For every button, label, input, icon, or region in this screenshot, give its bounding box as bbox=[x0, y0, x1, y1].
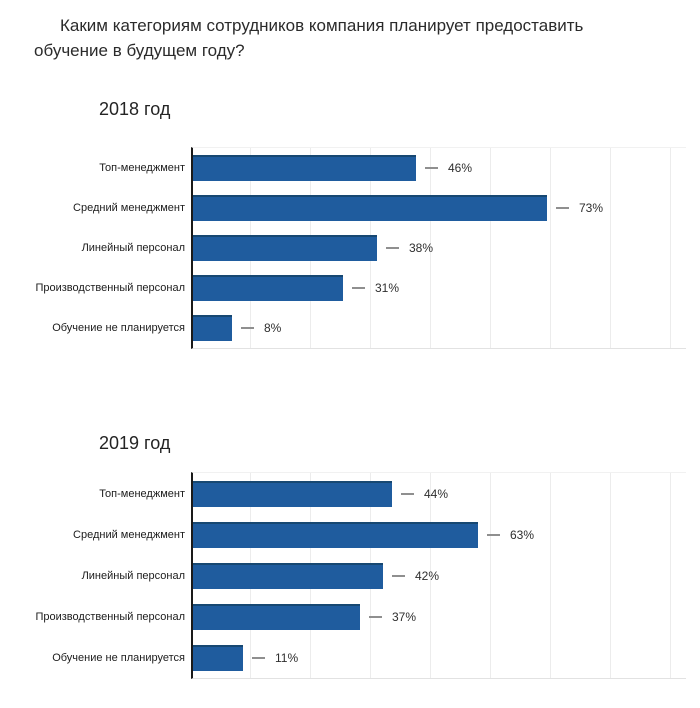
page-title: Каким категориям сотрудников компания пл… bbox=[34, 16, 584, 60]
x-gridline bbox=[550, 473, 551, 678]
value-dash bbox=[386, 247, 399, 249]
bar-row: Обучение не планируется 8% bbox=[52, 308, 686, 348]
value-label: 42% bbox=[415, 568, 440, 583]
bar-row: Производственный персонал 31% bbox=[35, 268, 686, 308]
bar bbox=[193, 521, 478, 548]
bar bbox=[193, 195, 547, 221]
bar-row: Линейный персонал 42% bbox=[82, 555, 686, 596]
bar bbox=[193, 480, 392, 507]
value-label: 37% bbox=[392, 609, 417, 624]
bar-row: Средний менеджмент 63% bbox=[73, 514, 686, 555]
bar-row: Средний менеджмент 73% bbox=[73, 188, 686, 228]
bar-row: Топ-менеджмент 46% bbox=[99, 148, 686, 188]
bar bbox=[193, 315, 232, 341]
category-label: Линейный персонал bbox=[81, 569, 185, 582]
category-label: Обучение не планируется bbox=[52, 322, 185, 334]
bar bbox=[193, 562, 383, 589]
category-label: Производственный персонал bbox=[35, 282, 185, 294]
value-label: 63% bbox=[510, 527, 535, 542]
value-dash bbox=[241, 327, 254, 329]
x-gridline bbox=[610, 148, 611, 348]
value-dash bbox=[252, 656, 265, 659]
value-dash bbox=[392, 574, 405, 577]
category-label: Топ-менеджмент bbox=[99, 487, 185, 500]
x-gridline bbox=[670, 148, 671, 348]
value-dash bbox=[425, 167, 438, 169]
bar bbox=[193, 155, 416, 181]
bar-row: Производственный персонал 37% bbox=[35, 596, 686, 637]
bar-row: Обучение не планируется 11% bbox=[52, 637, 686, 678]
category-label: Средний менеджмент bbox=[73, 528, 185, 541]
x-gridline bbox=[490, 473, 491, 678]
category-label: Производственный персонал bbox=[35, 610, 185, 623]
value-dash bbox=[401, 492, 414, 495]
value-label: 44% bbox=[424, 486, 449, 501]
x-gridline bbox=[430, 148, 431, 348]
category-label: Топ-менеджмент bbox=[99, 162, 185, 174]
value-label: 46% bbox=[448, 161, 473, 175]
x-gridline bbox=[610, 473, 611, 678]
category-label: Линейный персонал bbox=[81, 242, 185, 254]
category-label: Обучение не планируется bbox=[52, 651, 185, 664]
value-dash bbox=[556, 207, 569, 209]
x-gridline bbox=[670, 473, 671, 678]
bar bbox=[193, 235, 377, 261]
x-gridline bbox=[430, 473, 431, 678]
bar-row: Линейный персонал 38% bbox=[82, 228, 686, 268]
bar bbox=[193, 603, 360, 630]
value-label: 11% bbox=[275, 650, 299, 665]
chart-title-2019: 2019 год bbox=[99, 433, 171, 453]
chart-title-2018: 2018 год bbox=[99, 99, 171, 119]
value-dash bbox=[352, 287, 365, 289]
value-label: 38% bbox=[409, 241, 434, 255]
value-label: 8% bbox=[264, 321, 282, 335]
bar-row: Топ-менеджмент 44% bbox=[99, 473, 686, 514]
value-label: 31% bbox=[375, 281, 400, 295]
value-label: 73% bbox=[579, 201, 604, 215]
category-label: Средний менеджмент bbox=[73, 202, 185, 214]
x-gridline bbox=[550, 148, 551, 348]
value-dash bbox=[369, 615, 382, 618]
x-gridline bbox=[490, 148, 491, 348]
value-dash bbox=[487, 533, 500, 536]
bar bbox=[193, 275, 343, 301]
plot-area-2018: Топ-менеджмент 46% Средний менеджмент 73% Ли… bbox=[35, 147, 686, 349]
plot-area-2019: Топ-менеджмент 44% Средний менеджмент 63% Ли… bbox=[35, 472, 686, 679]
bar bbox=[193, 644, 243, 671]
